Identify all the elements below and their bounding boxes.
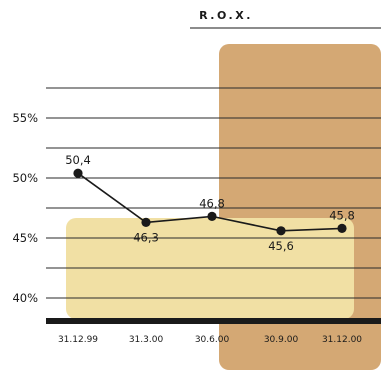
y-tick-label: 50% (12, 171, 38, 185)
data-label: 46,8 (199, 196, 225, 210)
x-axis-baseline (46, 318, 381, 324)
data-point (141, 217, 151, 227)
y-axis-ticks: 55% 50% 45% 40% (12, 111, 38, 305)
data-point (276, 226, 286, 236)
decoration-layer (66, 44, 381, 370)
x-tick-label: 31.3.00 (129, 335, 164, 345)
chart-title: R.O.X. (199, 9, 253, 22)
data-label: 46,3 (133, 230, 159, 244)
title-group: R.O.X. (190, 9, 381, 29)
data-label: 45,6 (268, 239, 294, 253)
x-tick-label: 31.12.00 (322, 335, 362, 345)
y-tick-label: 40% (12, 291, 38, 305)
data-labels: 50,4 46,3 46,8 45,6 45,8 (65, 153, 355, 253)
data-label: 50,4 (65, 153, 91, 167)
y-tick-label: 55% (12, 111, 38, 125)
data-point (73, 168, 83, 178)
data-point (207, 211, 217, 221)
data-label: 45,8 (329, 208, 355, 222)
data-point (337, 223, 347, 233)
gridlines (46, 87, 381, 299)
x-tick-label: 31.12.99 (58, 335, 98, 345)
data-points (73, 168, 347, 236)
x-axis-ticks: 31.12.99 31.3.00 30.6.00 30.9.00 31.12.00 (58, 335, 362, 345)
x-axis-bar (46, 318, 381, 324)
decor-box-yellow (66, 218, 354, 319)
x-tick-label: 30.9.00 (264, 335, 299, 345)
y-tick-label: 45% (12, 231, 38, 245)
x-tick-label: 30.6.00 (195, 335, 230, 345)
